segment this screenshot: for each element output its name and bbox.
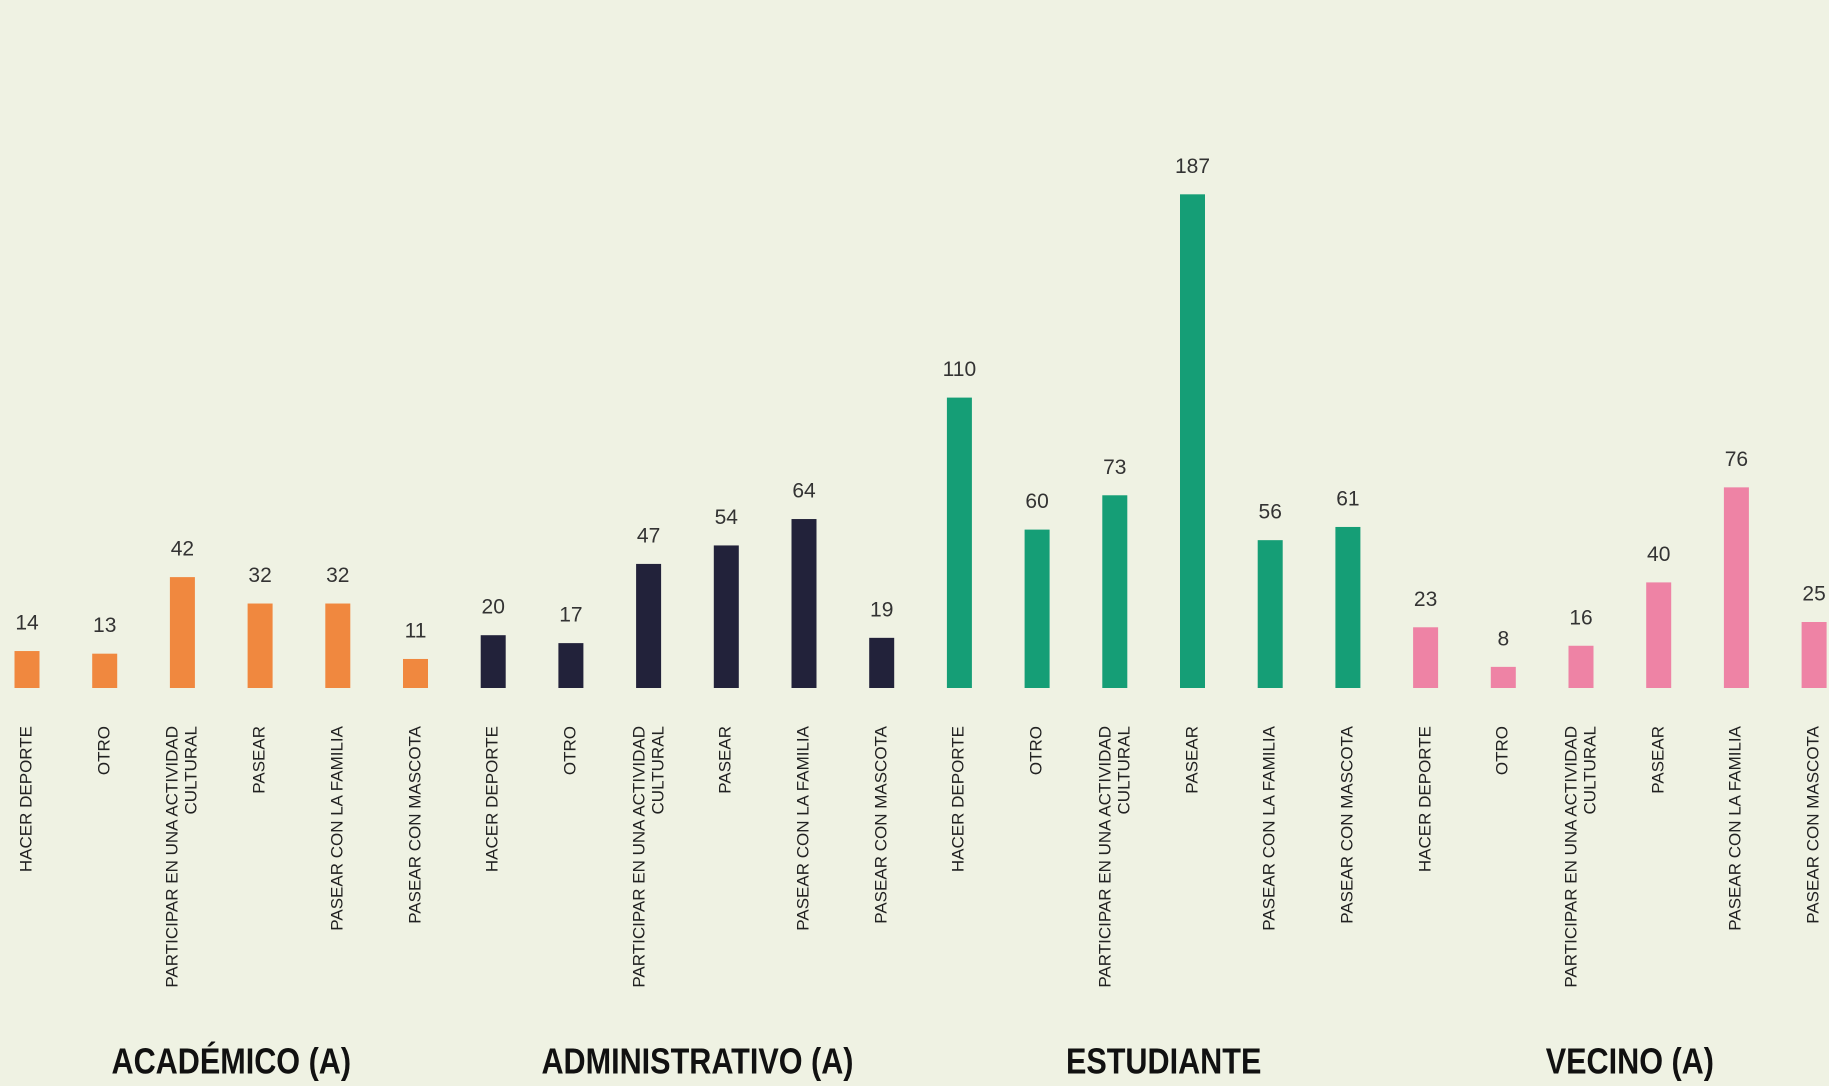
value-label: 76 bbox=[1725, 448, 1748, 471]
category-label: HACER DEPORTE bbox=[484, 726, 503, 1026]
bar bbox=[170, 577, 195, 688]
category-label: OTRO bbox=[1494, 726, 1513, 1026]
category-label: OTRO bbox=[95, 726, 114, 1026]
category-label: PARTICIPAR EN UNA ACTIVIDAD CULTURAL bbox=[1096, 726, 1133, 1026]
value-label: 54 bbox=[715, 506, 739, 529]
category-label: PASEAR CON LA FAMILIA bbox=[328, 726, 347, 1026]
bar bbox=[947, 398, 972, 688]
bar bbox=[248, 604, 273, 688]
category-label: PASEAR CON MASCOTA bbox=[872, 726, 891, 1026]
value-label: 73 bbox=[1103, 456, 1126, 479]
bar bbox=[1569, 646, 1594, 688]
bar bbox=[636, 564, 661, 688]
chart: 14 13 42 32 32 11 ACADÉMICO (A) 20 17 47 54 64 19 ADM… bbox=[0, 0, 1829, 1086]
value-label: 11 bbox=[405, 620, 427, 643]
bar bbox=[1724, 487, 1749, 688]
category-label: PASEAR CON LA FAMILIA bbox=[795, 726, 814, 1026]
bar bbox=[92, 654, 117, 688]
value-label: 61 bbox=[1336, 488, 1359, 511]
category-label: PASEAR bbox=[1649, 726, 1668, 1026]
value-label: 20 bbox=[482, 596, 505, 619]
value-label: 187 bbox=[1175, 155, 1210, 178]
value-label: 17 bbox=[559, 604, 582, 627]
value-label: 8 bbox=[1497, 627, 1509, 650]
bar bbox=[1491, 667, 1516, 688]
value-label: 47 bbox=[637, 524, 660, 547]
page: {"chart_data": {"type": "bar", "categori… bbox=[0, 0, 1829, 1086]
value-label: 32 bbox=[248, 564, 271, 587]
category-label: HACER DEPORTE bbox=[950, 726, 969, 1026]
bar bbox=[403, 659, 428, 688]
value-label: 23 bbox=[1414, 588, 1437, 611]
category-label: PASEAR bbox=[251, 726, 270, 1026]
category-label: HACER DEPORTE bbox=[1416, 726, 1435, 1026]
category-label: OTRO bbox=[1028, 726, 1047, 1026]
category-label: PARTICIPAR EN UNA ACTIVIDAD CULTURAL bbox=[630, 726, 667, 1026]
bar bbox=[1646, 582, 1671, 688]
bar bbox=[1802, 622, 1827, 688]
value-label: 32 bbox=[326, 564, 349, 587]
bar bbox=[481, 635, 506, 688]
value-label: 110 bbox=[943, 358, 976, 381]
bar bbox=[1025, 530, 1050, 688]
bar bbox=[1258, 540, 1283, 688]
value-label: 14 bbox=[15, 612, 39, 635]
bar bbox=[1102, 495, 1127, 688]
category-label: PASEAR CON MASCOTA bbox=[1339, 726, 1358, 1026]
bar bbox=[1413, 627, 1438, 688]
category-label: PASEAR bbox=[1183, 726, 1202, 1026]
bar bbox=[15, 651, 40, 688]
category-label: HACER DEPORTE bbox=[18, 726, 37, 1026]
bar bbox=[1335, 527, 1360, 688]
category-label: PASEAR bbox=[717, 726, 736, 1026]
category-label: PASEAR CON LA FAMILIA bbox=[1727, 726, 1746, 1026]
value-label: 16 bbox=[1569, 606, 1592, 629]
category-label: PARTICIPAR EN UNA ACTIVIDAD CULTURAL bbox=[164, 726, 201, 1026]
value-label: 60 bbox=[1025, 490, 1048, 513]
category-label: PARTICIPAR EN UNA ACTIVIDAD CULTURAL bbox=[1562, 726, 1599, 1026]
group-label: VECINO (A) bbox=[1546, 1042, 1714, 1082]
value-label: 56 bbox=[1259, 501, 1282, 524]
value-label: 25 bbox=[1802, 583, 1825, 606]
group-label: ACADÉMICO (A) bbox=[111, 1041, 351, 1082]
group-label: ESTUDIANTE bbox=[1066, 1042, 1261, 1082]
category-label: PASEAR CON MASCOTA bbox=[1805, 726, 1824, 1026]
category-label: OTRO bbox=[562, 726, 581, 1026]
value-label: 64 bbox=[792, 480, 816, 503]
value-label: 19 bbox=[870, 598, 893, 621]
bar bbox=[1180, 194, 1205, 688]
value-label: 40 bbox=[1647, 543, 1670, 566]
value-label: 42 bbox=[171, 538, 194, 561]
bar bbox=[869, 638, 894, 688]
bar bbox=[325, 604, 350, 688]
bar bbox=[792, 519, 817, 688]
bar bbox=[558, 643, 583, 688]
category-label: PASEAR CON MASCOTA bbox=[406, 726, 425, 1026]
category-label: PASEAR CON LA FAMILIA bbox=[1261, 726, 1280, 1026]
value-label: 13 bbox=[93, 614, 116, 637]
group-label: ADMINISTRATIVO (A) bbox=[541, 1042, 853, 1082]
bar bbox=[714, 545, 739, 688]
